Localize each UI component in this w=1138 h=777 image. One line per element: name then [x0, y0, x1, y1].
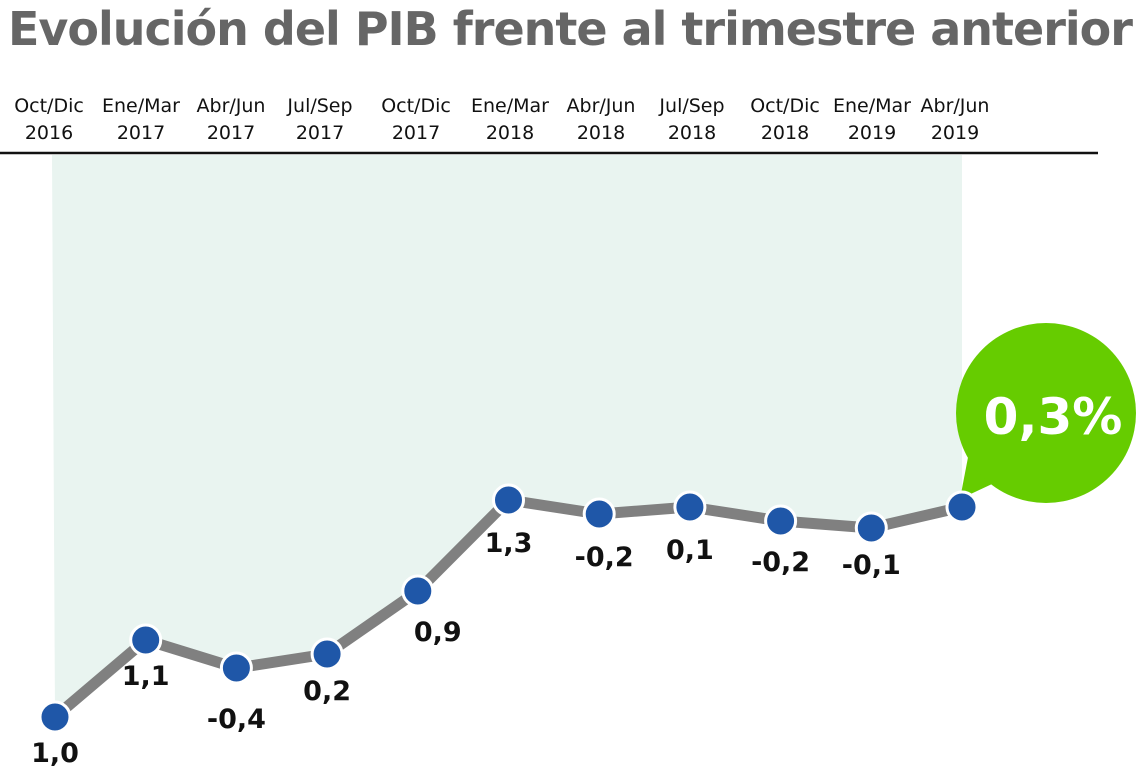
x-tick-label: Abr/Jun [197, 95, 266, 117]
x-tick-label: 2017 [207, 122, 255, 144]
x-tick-label: 2018 [668, 122, 716, 144]
data-label: -0,2 [575, 542, 634, 573]
x-tick-label: 2018 [761, 122, 809, 144]
data-label: 1,3 [485, 528, 533, 559]
x-tick-label: 2016 [25, 122, 73, 144]
x-tick-label: 2017 [296, 122, 344, 144]
x-tick-label: 2018 [577, 122, 625, 144]
x-tick-label: Ene/Mar [102, 95, 180, 117]
x-tick-label: Oct/Dic [750, 95, 820, 117]
data-label: 0,9 [414, 617, 462, 648]
area-fill [52, 155, 962, 717]
x-tick-label: Ene/Mar [471, 95, 549, 117]
data-label: 0,1 [666, 535, 714, 566]
data-point [673, 490, 707, 524]
x-tick-label: Jul/Sep [286, 95, 352, 117]
data-label: -0,1 [842, 550, 901, 581]
data-point [854, 511, 888, 545]
x-tick-label: 2017 [392, 122, 440, 144]
data-point [38, 700, 72, 734]
data-point [582, 497, 616, 531]
highlight-value: 0,3% [984, 388, 1123, 446]
x-tick-label: Abr/Jun [921, 95, 990, 117]
data-point [219, 651, 253, 685]
x-tick-label: 2018 [486, 122, 534, 144]
data-point [764, 504, 798, 538]
x-tick-label: Jul/Sep [658, 95, 724, 117]
data-label: -0,2 [751, 547, 810, 578]
x-tick-label: Oct/Dic [14, 95, 84, 117]
x-tick-label: Ene/Mar [833, 95, 911, 117]
x-tick-label: Oct/Dic [381, 95, 451, 117]
x-tick-label: 2019 [931, 122, 979, 144]
x-tick-label: 2019 [848, 122, 896, 144]
data-point [492, 483, 525, 517]
data-label: 1,1 [122, 661, 170, 692]
data-point [401, 574, 435, 608]
data-label: -0,4 [207, 704, 266, 735]
highlight-bubble [956, 323, 1136, 503]
data-label: 0,2 [303, 676, 351, 707]
chart-title: Evolución del PIB frente al trimestre an… [8, 2, 1133, 56]
data-point [129, 623, 163, 657]
data-label: 1,0 [31, 738, 79, 769]
data-point [310, 637, 344, 671]
data-point [945, 490, 979, 524]
x-tick-label: 2017 [117, 122, 165, 144]
x-tick-label: Abr/Jun [567, 95, 636, 117]
